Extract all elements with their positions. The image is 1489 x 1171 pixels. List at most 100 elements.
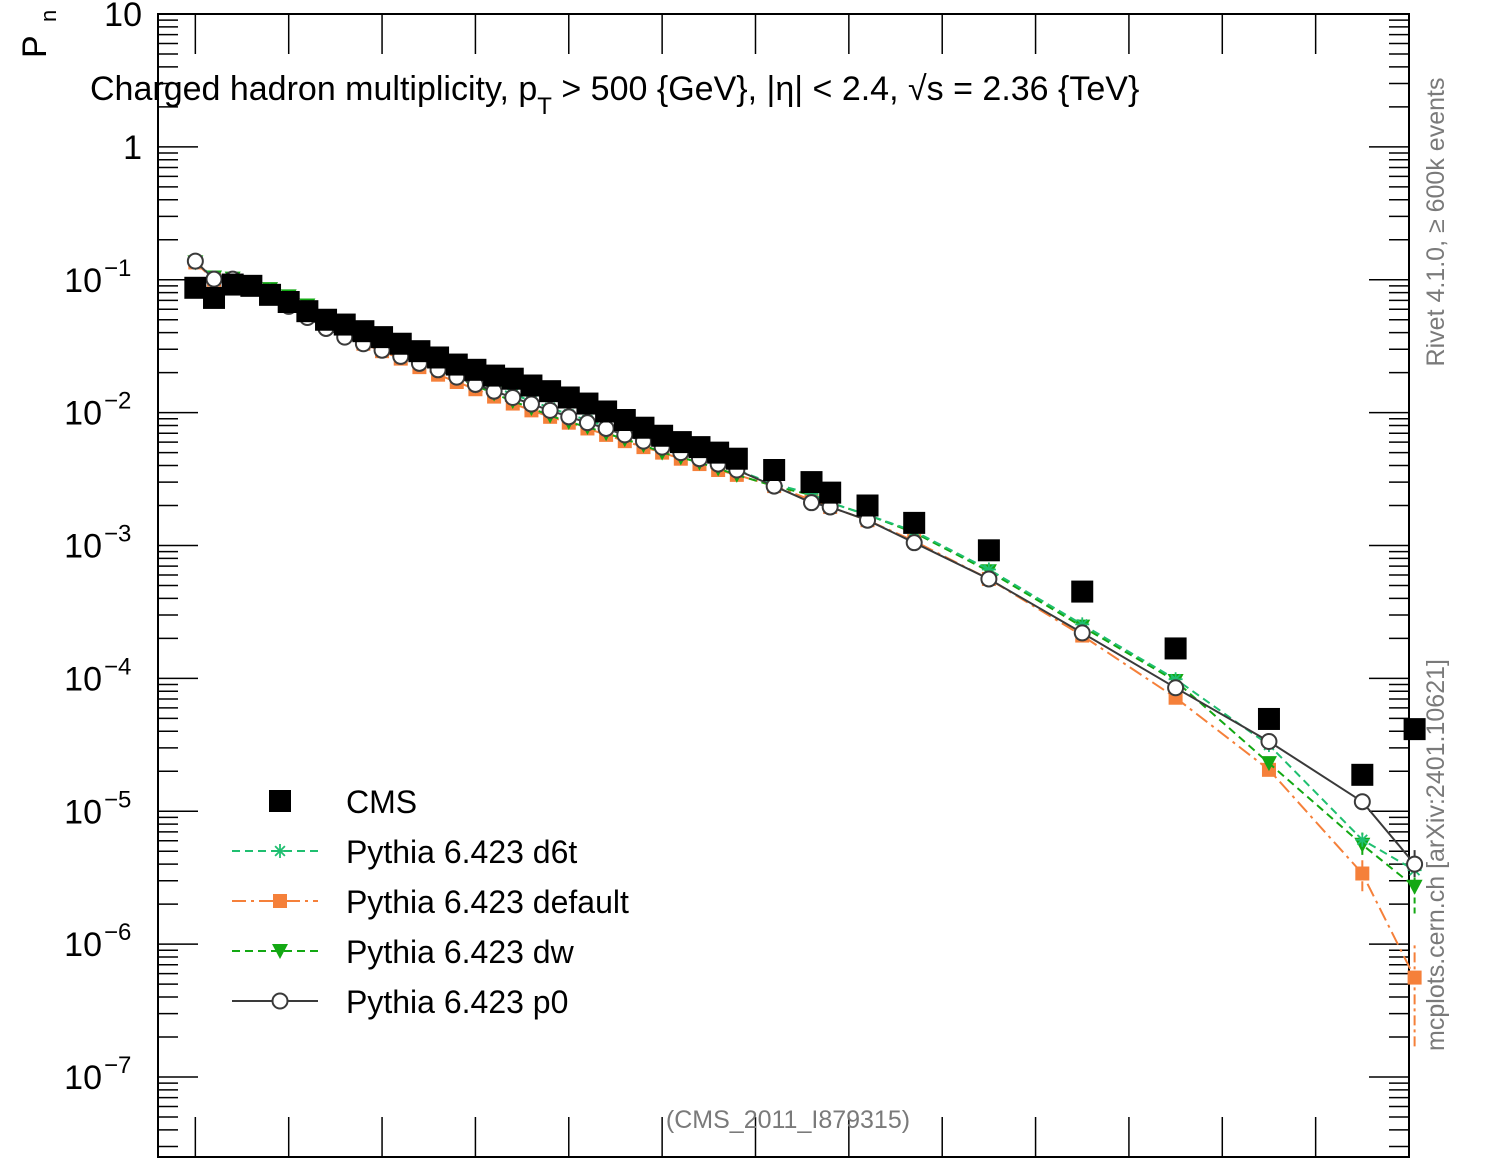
y-tick-label: 10	[64, 262, 102, 300]
y-tick-label-base: 10	[104, 0, 142, 34]
y-tick-label: 10	[64, 660, 102, 698]
data-point-cms	[408, 340, 431, 363]
data-point-cms	[632, 416, 655, 439]
data-point-cms	[651, 424, 674, 447]
y-axis-label: P	[16, 35, 54, 58]
y-tick-label-exponent: −6	[104, 919, 131, 946]
legend-label: Pythia 6.423 d6t	[346, 834, 577, 870]
data-point-cms	[277, 291, 300, 314]
y-tick-label: 10	[64, 926, 102, 964]
data-point-cms	[464, 358, 487, 381]
data-point-cms	[483, 364, 506, 387]
data-point-cms	[501, 367, 524, 390]
y-tick-label-base: 10	[64, 1059, 102, 1097]
y-tick-label: 10	[64, 1059, 102, 1097]
data-point-p0	[803, 494, 821, 512]
legend-entry: Pythia 6.423 d6t	[232, 834, 577, 870]
data-point-p0	[560, 408, 578, 426]
legend-label: Pythia 6.423 default	[346, 884, 629, 920]
data-point-cms	[613, 409, 636, 432]
data-point-cms	[595, 400, 618, 423]
data-point-p0	[980, 570, 998, 588]
data-point-d6t	[1355, 832, 1370, 847]
star-stroke	[274, 845, 286, 857]
data-point-cms	[371, 326, 394, 349]
y-tick-label-base: 1	[123, 129, 142, 167]
data-point-cms	[333, 313, 356, 336]
data-point-p0	[205, 270, 223, 288]
star-stroke	[1356, 834, 1368, 846]
data-point-cms	[819, 481, 842, 504]
series-line	[194, 261, 1416, 979]
legend-label: Pythia 6.423 p0	[346, 984, 568, 1020]
y-tick-label-base: 10	[64, 660, 102, 698]
data-point-cms	[352, 320, 375, 343]
data-point-cms	[184, 276, 207, 299]
data-point-cms	[296, 300, 319, 323]
data-point-d6t	[273, 844, 287, 858]
data-point-p0	[905, 534, 923, 552]
data-point-cms	[800, 471, 823, 494]
y-tick-label-exponent: −1	[104, 255, 131, 282]
legend-entry: Pythia 6.423 p0	[232, 984, 568, 1020]
y-axis-label-subscript: n	[36, 10, 61, 22]
legend-label: Pythia 6.423 dw	[346, 934, 575, 970]
y-tick-label: 10	[64, 395, 102, 433]
data-point-cms	[445, 353, 468, 376]
data-point-dw	[1406, 879, 1423, 895]
y-tick-label: 10	[104, 0, 142, 34]
data-point-cms	[427, 346, 450, 369]
y-tick-label-base: 10	[64, 528, 102, 566]
y-tick-label-exponent: −7	[104, 1052, 131, 1079]
data-point-cms	[315, 308, 338, 331]
y-tick-label: 10	[64, 793, 102, 831]
y-tick-label: 1	[123, 129, 142, 167]
data-point-cms	[389, 332, 412, 355]
data-point-p0	[186, 252, 204, 270]
data-point-p0	[522, 395, 540, 413]
data-point-p0	[541, 401, 559, 419]
data-point-p0	[1260, 732, 1278, 750]
y-tick-label-exponent: −3	[104, 521, 131, 548]
data-point-p0	[1073, 624, 1091, 642]
data-point-p0	[597, 419, 615, 437]
series-cms	[184, 273, 1426, 786]
y-tick-label: 10	[64, 528, 102, 566]
data-point-dw	[272, 944, 288, 959]
side-label-rivet: Rivet 4.1.0, ≥ 600k events	[1422, 78, 1450, 367]
data-point-cms	[977, 539, 1000, 562]
data-point-cms	[259, 283, 282, 306]
data-point-cms	[763, 459, 786, 482]
data-point-p0	[504, 388, 522, 406]
data-point-cms	[557, 386, 580, 409]
data-point-p0	[578, 414, 596, 432]
data-point-cms	[240, 274, 263, 297]
data-point-default	[1407, 970, 1422, 985]
data-point-cms	[576, 392, 599, 415]
data-point-cms	[707, 441, 730, 464]
data-point-cms	[520, 374, 543, 397]
data-point-cms	[1403, 718, 1426, 741]
legend-label: CMS	[346, 784, 417, 820]
data-point-cms	[856, 494, 879, 517]
data-point-p0	[1167, 679, 1185, 697]
data-point-cms	[269, 790, 291, 812]
legend-entry: Pythia 6.423 default	[232, 884, 629, 920]
x-axis	[194, 14, 1410, 1157]
legend-entry: CMS	[269, 784, 417, 820]
legend: CMS Pythia 6.423 d6t Pythia 6.423 default P…	[232, 784, 629, 1020]
data-point-cms	[539, 380, 562, 403]
data-point-p0	[1406, 855, 1424, 873]
series-pythia-6-423-default	[188, 255, 1422, 1047]
y-tick-label-exponent: −5	[104, 786, 131, 813]
data-point-p0	[1353, 793, 1371, 811]
data-point-default	[1355, 866, 1370, 881]
data-point-cms	[221, 273, 244, 296]
data-point-dw	[1260, 756, 1277, 772]
y-tick-label-exponent: −2	[104, 388, 131, 415]
title-subscript: T	[537, 93, 552, 120]
data-point-cms	[1071, 580, 1094, 603]
data-point-cms	[903, 511, 926, 534]
series-layer	[184, 252, 1426, 1047]
